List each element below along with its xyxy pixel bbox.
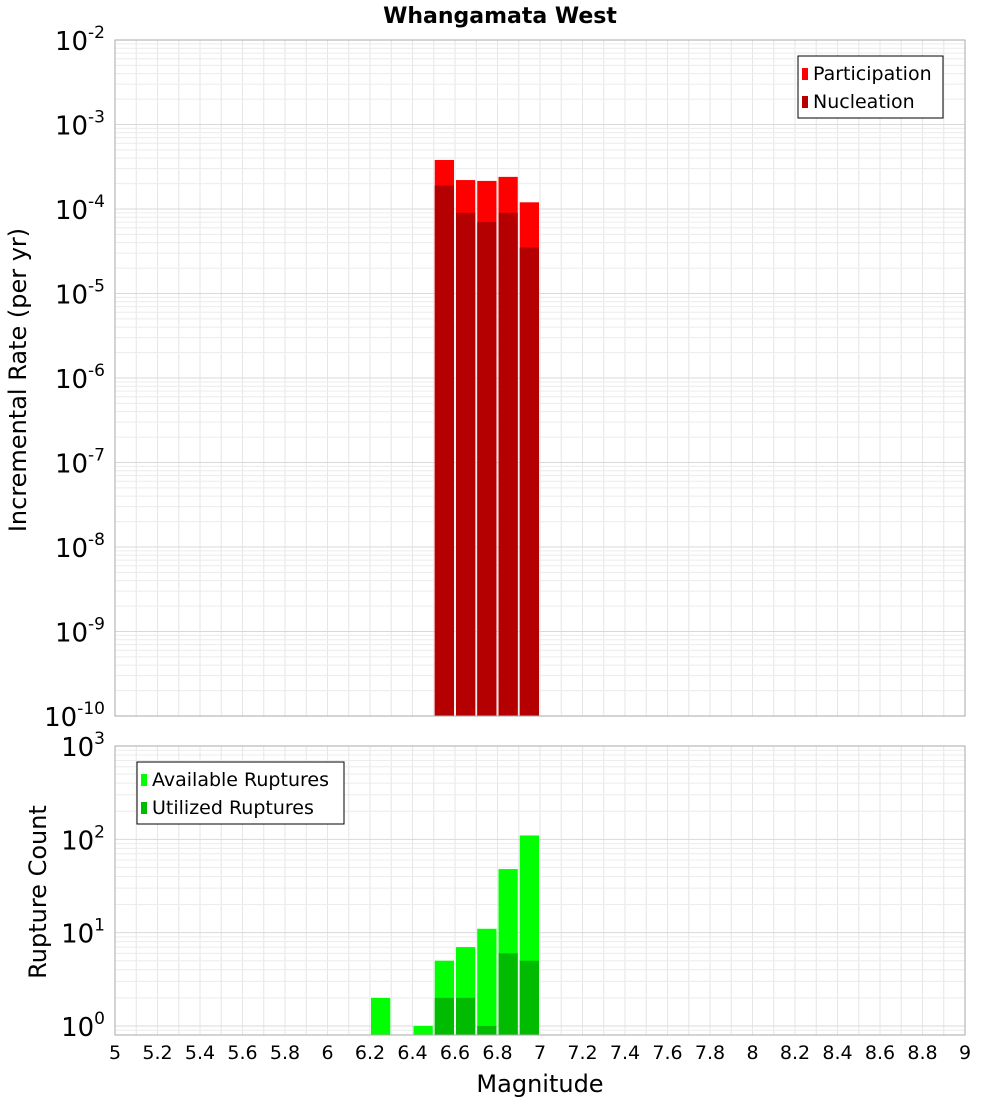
top-y-tick-label: 10-3 [55, 108, 105, 142]
x-tick-label: 8.6 [865, 1042, 895, 1064]
top-legend-swatch [802, 68, 808, 80]
top-y-tick-label: 10-6 [55, 361, 105, 395]
chart-title: Whangamata West [383, 4, 617, 29]
bottom-y-tick-label: 101 [61, 916, 105, 950]
x-ticks: 5 5.2 5.4 5.6 5.8 6 6.2 6.4 6.6 6.8 7 7.2 7.4 7.6 7.8 8… [109, 1042, 971, 1064]
x-tick-label: 6.2 [355, 1042, 385, 1064]
bottom-bar-utilized-ruptures [434, 997, 454, 1035]
top-y-tick-label: 10-9 [55, 615, 105, 649]
x-tick-label: 5.4 [185, 1042, 215, 1064]
bottom-y-tick-label: 103 [61, 729, 105, 763]
top-y-tick-label: 10-5 [55, 277, 105, 311]
bottom-bar-available-ruptures [477, 928, 497, 1035]
top-y-ticks: 10-10 10-9 10-8 10-7 10-6 10-5 10-4 10-3 10-2 [44, 23, 105, 733]
bottom-plot-frame [114, 745, 966, 1036]
top-bar-nucleation [477, 222, 497, 716]
x-tick-label: 8.4 [822, 1042, 852, 1064]
x-tick-label: 5 [109, 1042, 121, 1064]
x-tick-label: 6.4 [397, 1042, 427, 1064]
x-tick-label: 7.4 [610, 1042, 640, 1064]
top-bar-nucleation [498, 212, 518, 716]
bottom-bar-available-ruptures [413, 1025, 433, 1035]
bottom-bars [371, 835, 539, 1035]
x-tick-label: 7.2 [567, 1042, 597, 1064]
top-y-tick-label: 10-7 [55, 446, 105, 480]
x-tick-label: 5.6 [227, 1042, 257, 1064]
x-tick-label: 9 [959, 1042, 971, 1064]
top-bars [434, 160, 539, 717]
bottom-bar-utilized-ruptures [519, 960, 539, 1035]
x-tick-label: 7.6 [652, 1042, 682, 1064]
top-legend: Participation Nucleation [797, 55, 944, 119]
top-y-tick-label: 10-8 [55, 530, 105, 564]
top-plot-area [114, 39, 966, 717]
top-legend-swatch [802, 96, 808, 108]
bottom-legend: Available Ruptures Utilized Ruptures [136, 761, 345, 825]
bottom-bar-utilized-ruptures [498, 953, 518, 1035]
top-bar-nucleation [434, 185, 454, 717]
top-y-tick-label: 10-10 [44, 699, 105, 733]
top-legend-label: Nucleation [813, 91, 915, 113]
top-plot-frame [114, 39, 966, 717]
bottom-legend-label: Utilized Ruptures [152, 797, 314, 819]
bottom-legend-swatch [141, 774, 147, 786]
top-y-tick-label: 10-4 [55, 192, 105, 226]
bottom-legend-box [136, 761, 345, 825]
x-tick-label: 7 [534, 1042, 546, 1064]
x-tick-label: 8.8 [907, 1042, 937, 1064]
x-tick-label: 6.8 [482, 1042, 512, 1064]
x-tick-label: 6 [321, 1042, 333, 1064]
bottom-bar-utilized-ruptures [477, 1025, 497, 1035]
top-grid [114, 40, 966, 717]
x-tick-label: 7.8 [695, 1042, 725, 1064]
x-tick-label: 5.8 [270, 1042, 300, 1064]
top-bar-nucleation [519, 247, 539, 716]
top-legend-box [797, 55, 944, 119]
x-tick-label: 8.2 [780, 1042, 810, 1064]
bottom-y-ticks: 100 101 102 103 [61, 729, 105, 1043]
bottom-bar-available-ruptures [371, 997, 391, 1035]
x-tick-label: 5.2 [142, 1042, 172, 1064]
bottom-y-tick-label: 102 [61, 822, 105, 856]
top-y-tick-label: 10-2 [55, 23, 105, 57]
bottom-bar-utilized-ruptures [456, 997, 476, 1035]
top-bar-nucleation [456, 212, 476, 716]
x-axis-label: Magnitude [476, 1070, 603, 1098]
x-tick-label: 8 [746, 1042, 758, 1064]
x-tick-label: 6.6 [440, 1042, 470, 1064]
top-y-axis-label: Incremental Rate (per yr) [4, 228, 32, 532]
top-legend-label: Participation [813, 63, 932, 85]
bottom-y-axis-label: Rupture Count [24, 805, 52, 979]
bottom-y-tick-label: 100 [61, 1009, 105, 1043]
bottom-plot-area [114, 745, 966, 1036]
bottom-legend-label: Available Ruptures [152, 769, 329, 791]
bottom-legend-swatch [141, 802, 147, 814]
